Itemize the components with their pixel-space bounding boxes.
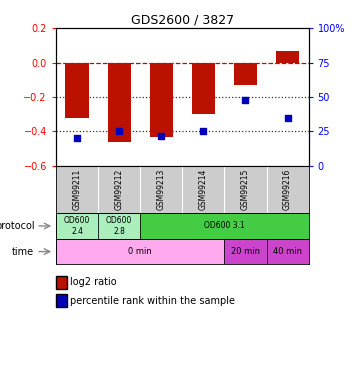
Bar: [140, 213, 309, 239]
Text: percentile rank within the sample: percentile rank within the sample: [70, 296, 235, 306]
Point: [158, 133, 164, 139]
Text: OD600 3.1: OD600 3.1: [204, 222, 245, 231]
Text: OD600
2.8: OD600 2.8: [106, 216, 132, 236]
Title: GDS2600 / 3827: GDS2600 / 3827: [131, 14, 234, 27]
Bar: [98, 213, 140, 239]
Text: GSM99216: GSM99216: [283, 169, 292, 210]
Text: 40 min: 40 min: [273, 247, 302, 256]
Text: GSM99212: GSM99212: [115, 169, 123, 210]
Text: log2 ratio: log2 ratio: [70, 277, 117, 287]
Bar: [150, 63, 173, 136]
Text: 0 min: 0 min: [128, 247, 152, 256]
Text: GSM99213: GSM99213: [157, 169, 166, 210]
Text: 20 min: 20 min: [231, 247, 260, 256]
Bar: [192, 63, 215, 114]
Point: [74, 135, 80, 141]
Bar: [225, 239, 266, 264]
Text: OD600
2.4: OD600 2.4: [64, 216, 90, 236]
Bar: [266, 239, 309, 264]
Point: [285, 115, 291, 121]
Point: [116, 129, 122, 135]
Text: GSM99211: GSM99211: [73, 169, 82, 210]
Text: protocol: protocol: [0, 221, 34, 231]
Text: GSM99214: GSM99214: [199, 169, 208, 210]
Bar: [108, 63, 131, 142]
Bar: [56, 213, 98, 239]
Bar: [56, 239, 225, 264]
Point: [243, 97, 248, 103]
Bar: [234, 63, 257, 85]
Bar: [276, 51, 299, 63]
Text: time: time: [12, 247, 34, 256]
Point: [200, 129, 206, 135]
Bar: [65, 63, 88, 118]
Text: GSM99215: GSM99215: [241, 169, 250, 210]
